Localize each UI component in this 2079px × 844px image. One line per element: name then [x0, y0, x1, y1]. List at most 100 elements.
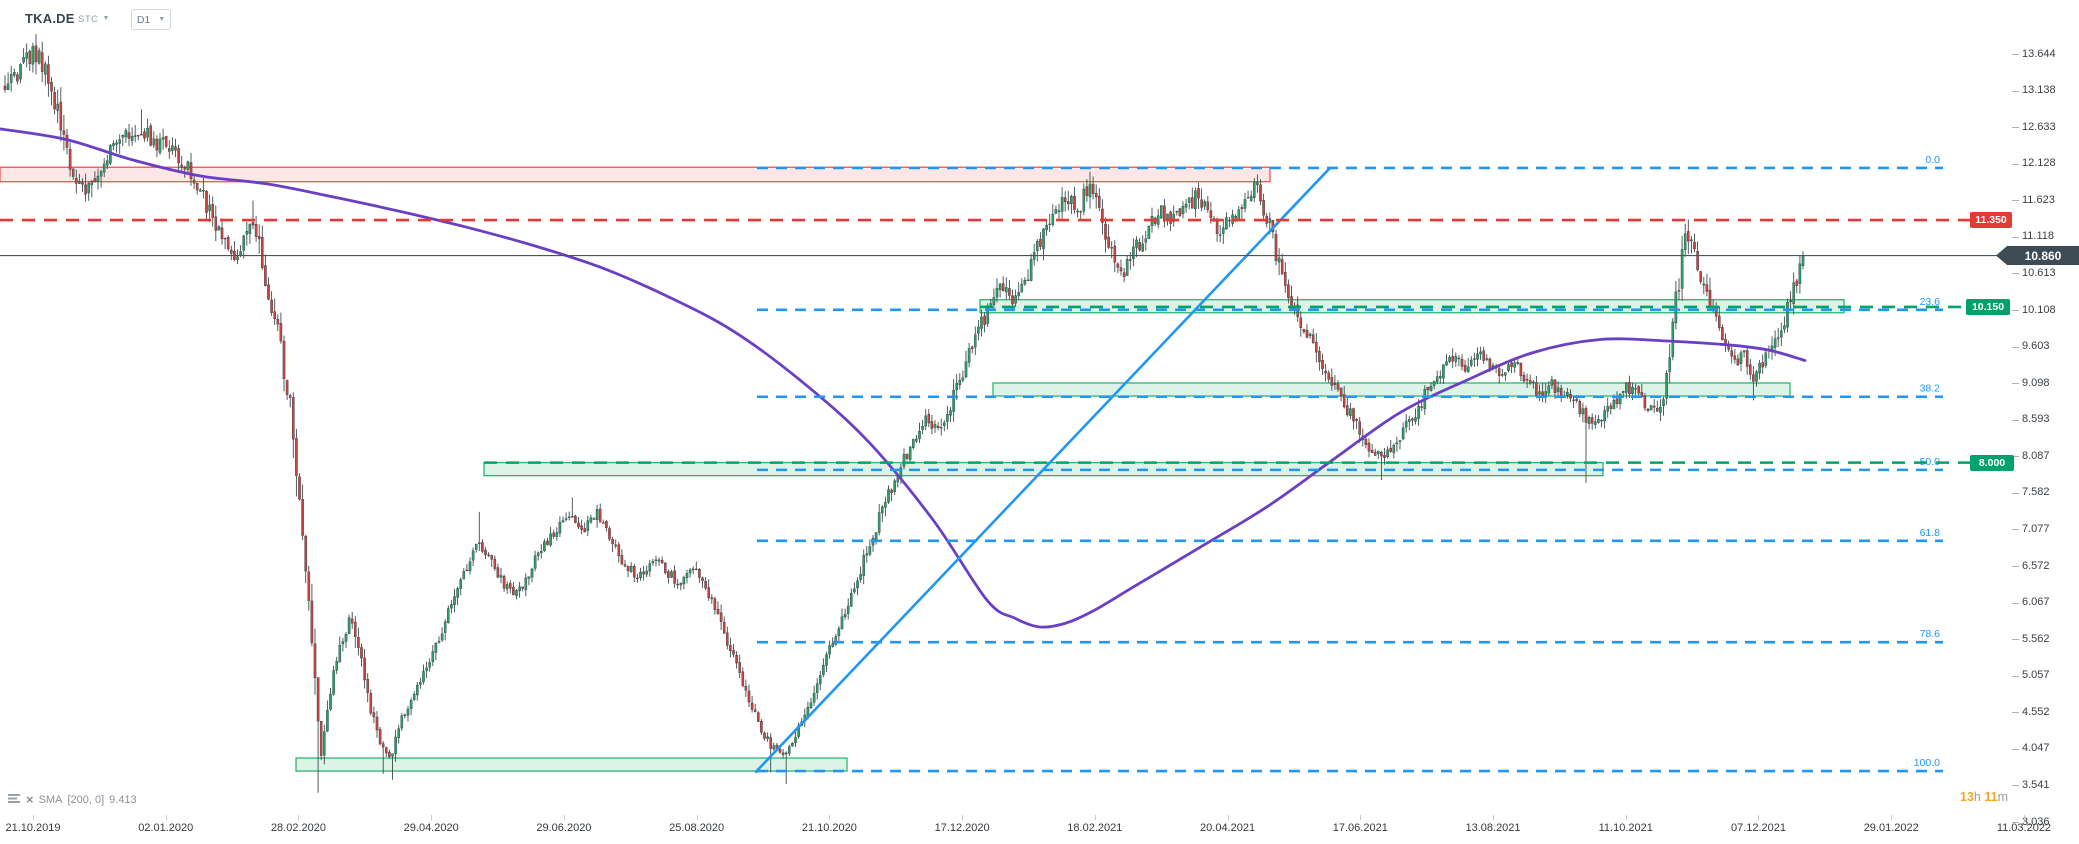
date-tick-label: 13.08.2021 — [1465, 822, 1521, 834]
candle — [1135, 239, 1138, 248]
date-tick-label: 02.01.2020 — [138, 822, 194, 834]
candle — [688, 569, 692, 574]
countdown-hours-unit: h — [1973, 790, 1981, 804]
date-tick-label: 21.10.2020 — [801, 822, 857, 834]
candle — [28, 51, 32, 64]
candle — [1091, 183, 1095, 194]
candle — [788, 746, 791, 754]
candle — [769, 737, 772, 749]
candle — [1094, 193, 1098, 198]
candle — [459, 579, 462, 589]
candle — [1268, 218, 1272, 224]
candle — [22, 57, 25, 63]
candle — [1603, 410, 1606, 422]
candle — [316, 677, 320, 722]
candle — [908, 446, 912, 460]
fib-retracement[interactable]: 0.0 23.6 38.2 50.0 61.8 78.6 100.0 — [757, 154, 1943, 773]
candle — [1600, 419, 1603, 422]
candle — [1358, 421, 1361, 435]
candle — [1259, 184, 1262, 202]
candle — [930, 421, 934, 429]
candle — [992, 297, 996, 305]
resistance-zone[interactable] — [0, 166, 1271, 183]
candle — [279, 323, 283, 342]
price-tick-mark — [2012, 456, 2019, 458]
candle — [360, 647, 363, 659]
candle — [970, 346, 974, 350]
candle — [955, 383, 958, 391]
candle — [1262, 200, 1265, 216]
candle — [964, 361, 968, 378]
price-tick-label: 5.562 — [2022, 632, 2050, 645]
candle — [1522, 374, 1526, 382]
candle — [1067, 201, 1070, 205]
candle — [1373, 451, 1377, 456]
candle — [171, 145, 174, 151]
candle — [1005, 287, 1008, 293]
candle — [642, 571, 645, 575]
candle — [1355, 419, 1358, 421]
candle — [1609, 405, 1613, 409]
indicator-settings-icon[interactable] — [8, 793, 21, 807]
price-tick-mark — [2012, 90, 2019, 92]
candle — [605, 521, 608, 528]
candle — [1547, 385, 1551, 394]
symbol-type-dropdown[interactable]: STC ▼ — [78, 14, 110, 25]
symbol-label: TKA.DE — [25, 11, 75, 26]
candle — [1414, 417, 1417, 422]
candle — [834, 636, 838, 645]
candle — [819, 675, 822, 685]
candle — [292, 397, 295, 440]
candle — [363, 657, 366, 681]
support-zone[interactable] — [992, 382, 1791, 397]
candle — [493, 558, 497, 569]
candle — [980, 316, 983, 329]
candle — [1587, 417, 1591, 424]
price-tick-mark — [2012, 602, 2019, 604]
indicator-remove-icon[interactable]: × — [26, 792, 34, 807]
candle — [571, 516, 574, 518]
candle — [1113, 245, 1117, 263]
candle — [1662, 399, 1665, 407]
candle — [744, 686, 748, 691]
candle — [710, 597, 714, 600]
candle — [1408, 419, 1411, 422]
candle — [1677, 290, 1681, 292]
candle — [375, 716, 379, 731]
candle — [750, 702, 754, 710]
candle — [664, 562, 667, 573]
date-tick-label: 07.12.2021 — [1730, 822, 1787, 834]
candle — [403, 714, 407, 716]
candle — [1036, 241, 1039, 252]
candle — [732, 650, 735, 655]
candle — [958, 379, 962, 385]
symbol-type-label: STC — [78, 14, 99, 25]
support-zone[interactable] — [295, 757, 848, 772]
candle — [983, 315, 986, 325]
candle — [626, 565, 630, 572]
date-tick-label: 28.02.2020 — [270, 822, 326, 834]
candle — [1628, 382, 1631, 394]
candle — [394, 736, 397, 755]
date-tick-mark — [298, 815, 300, 820]
candle — [729, 645, 732, 651]
candle — [905, 453, 909, 459]
candle — [1364, 438, 1368, 445]
price-tick-mark — [2012, 163, 2019, 165]
candle — [295, 438, 298, 476]
candle — [1160, 205, 1163, 219]
candle — [1166, 213, 1169, 220]
date-tick-mark — [165, 815, 167, 820]
candle — [602, 522, 605, 524]
candle — [1256, 182, 1259, 185]
timeframe-select[interactable]: D1 ▼ — [131, 9, 171, 30]
candle — [1280, 259, 1284, 275]
candle — [1284, 271, 1287, 286]
candle — [1482, 350, 1485, 361]
candle — [214, 216, 218, 231]
candle — [704, 580, 707, 589]
sma-line[interactable] — [0, 127, 1807, 629]
candle — [660, 560, 664, 564]
candle — [1749, 364, 1752, 375]
